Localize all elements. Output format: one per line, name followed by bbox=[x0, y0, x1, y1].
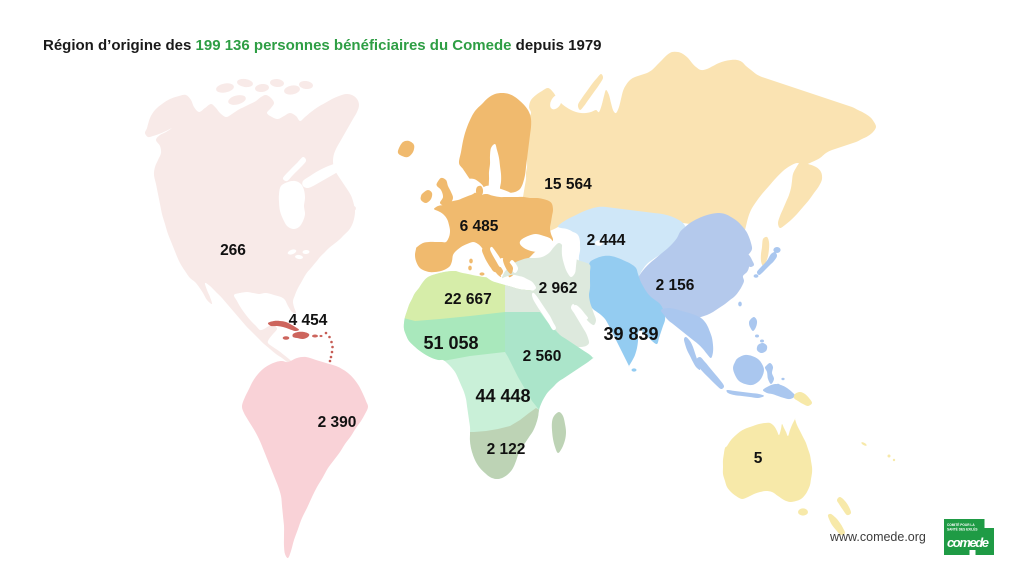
svg-text:comede: comede bbox=[947, 535, 989, 550]
svg-text:51 058: 51 058 bbox=[423, 333, 478, 353]
svg-text:4 454: 4 454 bbox=[289, 312, 328, 329]
svg-text:COMITÉ POUR LA: COMITÉ POUR LA bbox=[947, 522, 975, 527]
svg-text:2 390: 2 390 bbox=[318, 414, 357, 431]
svg-text:44 448: 44 448 bbox=[475, 386, 530, 406]
svg-text:39 839: 39 839 bbox=[603, 324, 658, 344]
svg-text:6 485: 6 485 bbox=[460, 218, 499, 235]
svg-text:5: 5 bbox=[754, 450, 763, 467]
svg-text:2 560: 2 560 bbox=[523, 348, 562, 365]
svg-text:22 667: 22 667 bbox=[444, 291, 491, 308]
svg-text:2 444: 2 444 bbox=[587, 232, 626, 249]
svg-text:2 122: 2 122 bbox=[487, 441, 526, 458]
svg-text:15 564: 15 564 bbox=[544, 176, 592, 193]
svg-text:SANTÉ DES EXILÉS: SANTÉ DES EXILÉS bbox=[947, 527, 977, 532]
svg-text:2 962: 2 962 bbox=[539, 280, 578, 297]
svg-text:266: 266 bbox=[220, 242, 246, 259]
svg-text:2 156: 2 156 bbox=[656, 277, 695, 294]
